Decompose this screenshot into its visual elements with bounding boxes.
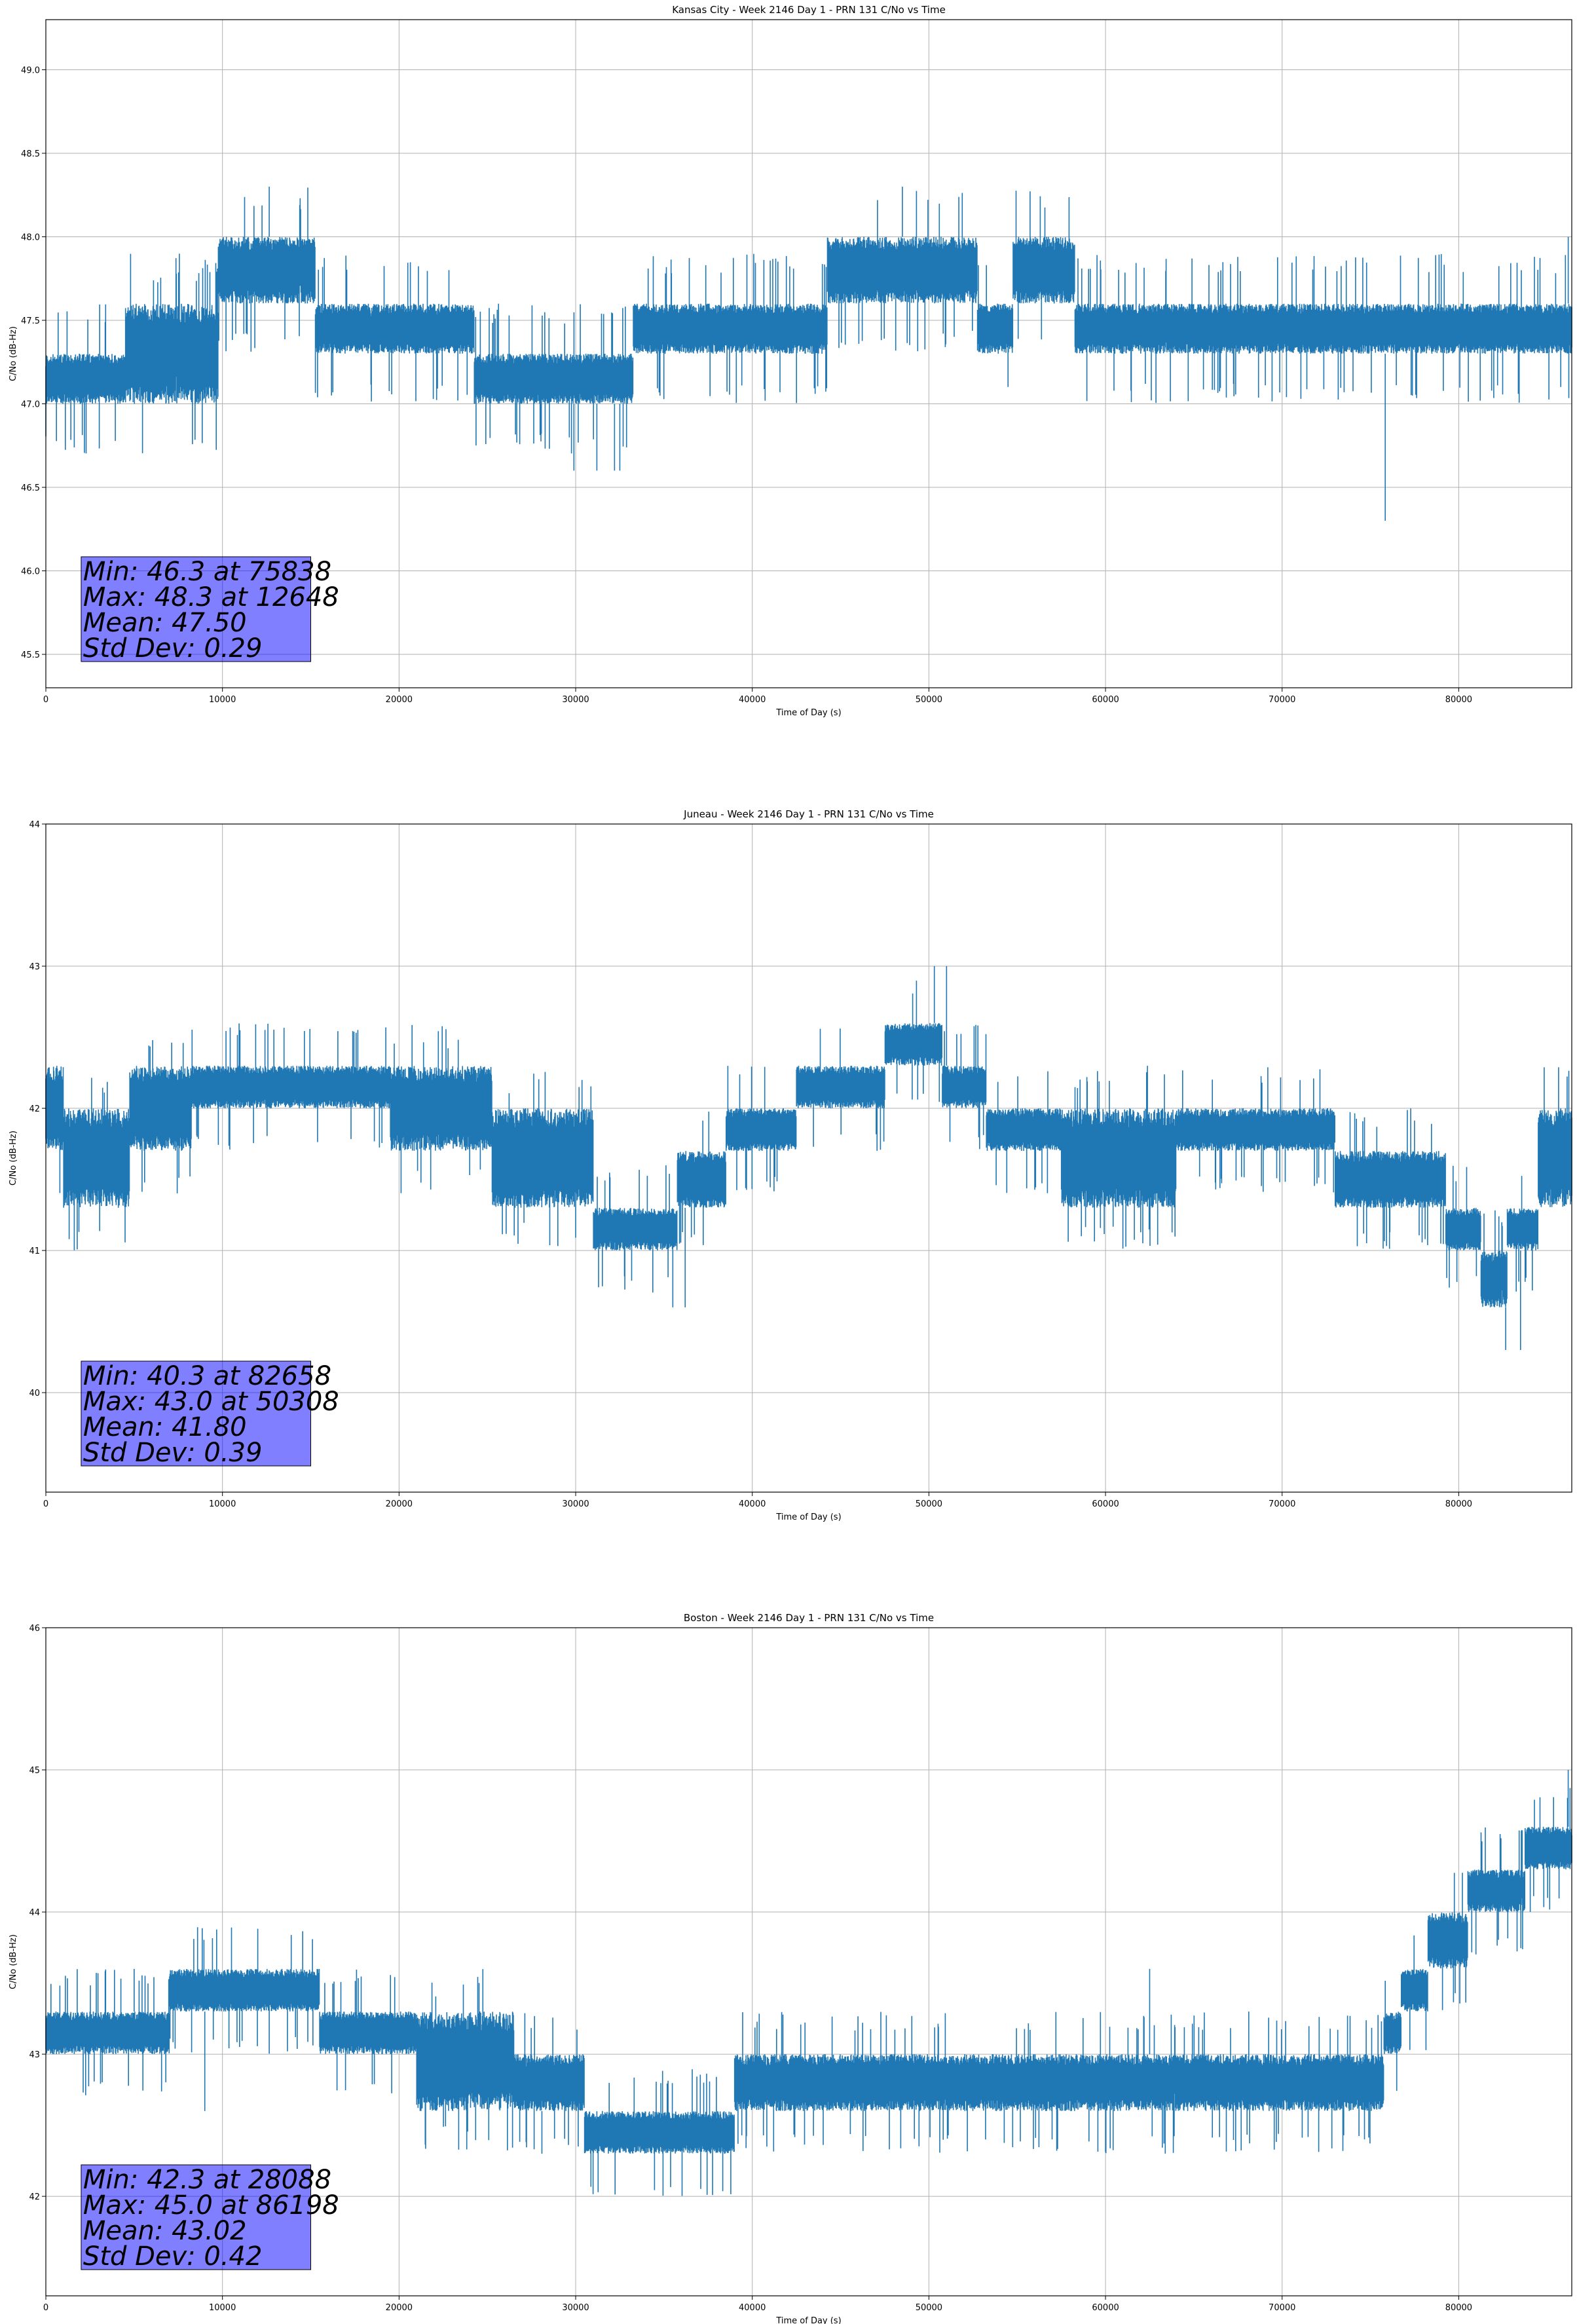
stats-max: Max: 48.3 at 12648 <box>83 582 339 612</box>
y-tick-label: 45 <box>29 1766 40 1776</box>
x-tick-label: 60000 <box>1092 1499 1119 1509</box>
x-tick-label: 80000 <box>1445 1499 1472 1509</box>
chart-title: Boston - Week 2146 Day 1 - PRN 131 C/No … <box>684 1612 934 1624</box>
y-tick-label: 49.0 <box>21 66 40 76</box>
x-tick-label: 40000 <box>739 695 766 705</box>
y-tick-label: 44 <box>29 820 40 830</box>
stats-mean: Mean: 47.50 <box>83 608 247 638</box>
x-axis-label: Time of Day (s) <box>775 2316 841 2324</box>
stats-min: Min: 46.3 at 75838 <box>83 557 331 587</box>
x-tick-label: 70000 <box>1269 1499 1295 1509</box>
x-axis-label: Time of Day (s) <box>775 708 841 718</box>
stats-min: Min: 42.3 at 28088 <box>83 2165 331 2195</box>
x-tick-label: 0 <box>43 695 48 705</box>
y-tick-label: 46.0 <box>21 567 40 577</box>
y-tick-label: 44 <box>29 1908 40 1918</box>
chart-panel-3: 0 10000 20000 30000 40000 50000 60000 70000 8000… <box>9 1612 1572 2324</box>
x-tick-label: 80000 <box>1445 2303 1472 2313</box>
x-tick-label: 40000 <box>739 1499 766 1509</box>
stats-std-dev: Std Dev: 0.42 <box>83 2241 263 2272</box>
stats-std-dev: Std Dev: 0.39 <box>83 1438 263 1468</box>
y-tick-label: 40 <box>29 1389 40 1398</box>
stats-box <box>81 556 312 662</box>
stats-max: Max: 43.0 at 50308 <box>83 1387 339 1417</box>
chart-panel-2: 0 10000 20000 30000 40000 50000 60000 70000 8000… <box>9 808 1572 1522</box>
x-tick-label: 0 <box>43 1499 48 1509</box>
x-tick-label: 40000 <box>739 2303 766 2313</box>
x-tick-label: 10000 <box>209 695 236 705</box>
x-tick-label: 20000 <box>386 1499 413 1509</box>
x-tick-label: 70000 <box>1269 695 1295 705</box>
y-tick-label: 42 <box>29 2192 40 2202</box>
y-tick-label: 47.5 <box>21 316 40 326</box>
y-tick-label: 43 <box>29 962 40 972</box>
x-axis-label: Time of Day (s) <box>775 1512 841 1522</box>
plot-frame <box>45 823 1572 1493</box>
x-tick-label: 50000 <box>916 695 942 705</box>
x-tick-label: 0 <box>43 2303 48 2313</box>
x-tick-label: 10000 <box>209 2303 236 2313</box>
y-axis-label: C/No (dB-Hz) <box>9 1131 18 1186</box>
x-tick-label: 10000 <box>209 1499 236 1509</box>
y-tick-label: 43 <box>29 2050 40 2060</box>
cno-series <box>45 187 1572 521</box>
chart-title: Kansas City - Week 2146 Day 1 - PRN 131 … <box>672 4 946 16</box>
stats-box <box>81 1360 312 1467</box>
y-tick-label: 45.5 <box>21 650 40 660</box>
y-axis-label: C/No (dB-Hz) <box>9 326 18 381</box>
x-tick-label: 30000 <box>562 1499 589 1509</box>
y-tick-label: 47.0 <box>21 400 40 410</box>
x-tick-label: 70000 <box>1269 2303 1295 2313</box>
x-tick-label: 30000 <box>562 2303 589 2313</box>
stats-min: Min: 40.3 at 82658 <box>83 1361 331 1391</box>
x-tick-label: 20000 <box>386 695 413 705</box>
x-tick-label: 50000 <box>916 1499 942 1509</box>
y-tick-label: 48.5 <box>21 149 40 159</box>
x-tick-label: 20000 <box>386 2303 413 2313</box>
y-tick-label: 46.5 <box>21 483 40 493</box>
chart-panel-1: 0 10000 20000 30000 40000 50000 60000 70000 8000… <box>9 4 1572 718</box>
y-tick-label: 48.0 <box>21 233 40 243</box>
stats-mean: Mean: 41.80 <box>83 1412 247 1442</box>
plot-frame <box>45 1627 1572 2296</box>
plot-frame <box>45 19 1572 688</box>
y-tick-label: 46 <box>29 1624 40 1634</box>
x-tick-label: 80000 <box>1445 695 1472 705</box>
stats-box <box>81 2164 312 2270</box>
y-tick-label: 42 <box>29 1104 40 1114</box>
chart-title: Juneau - Week 2146 Day 1 - PRN 131 C/No … <box>683 808 934 820</box>
x-tick-label: 50000 <box>916 2303 942 2313</box>
stats-max: Max: 45.0 at 86198 <box>83 2190 339 2221</box>
y-axis-label: C/No (dB-Hz) <box>9 1934 18 1989</box>
stats-std-dev: Std Dev: 0.29 <box>83 633 263 664</box>
x-tick-label: 60000 <box>1092 695 1119 705</box>
y-tick-label: 41 <box>29 1246 40 1256</box>
stats-mean: Mean: 43.02 <box>83 2216 247 2246</box>
x-tick-label: 60000 <box>1092 2303 1119 2313</box>
x-tick-label: 30000 <box>562 695 589 705</box>
